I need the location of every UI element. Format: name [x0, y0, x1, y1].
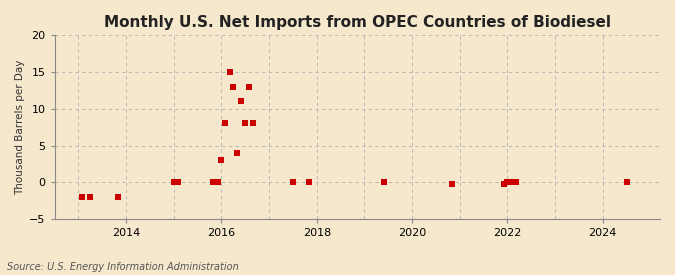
Y-axis label: Thousand Barrels per Day: Thousand Barrels per Day	[15, 59, 25, 195]
Point	[232, 151, 242, 155]
Point	[172, 180, 183, 185]
Point	[113, 195, 124, 199]
Point	[208, 180, 219, 185]
Point	[621, 180, 632, 185]
Point	[168, 180, 179, 185]
Point	[502, 180, 513, 185]
Point	[506, 180, 516, 185]
Point	[77, 195, 88, 199]
Point	[498, 182, 509, 187]
Point	[216, 158, 227, 163]
Point	[303, 180, 314, 185]
Text: Source: U.S. Energy Information Administration: Source: U.S. Energy Information Administ…	[7, 262, 238, 272]
Point	[510, 180, 521, 185]
Point	[288, 180, 298, 185]
Point	[224, 70, 235, 74]
Point	[220, 121, 231, 126]
Point	[236, 99, 247, 104]
Point	[240, 121, 250, 126]
Point	[379, 180, 390, 185]
Point	[446, 182, 457, 187]
Point	[228, 84, 239, 89]
Point	[248, 121, 259, 126]
Point	[212, 180, 223, 185]
Point	[85, 195, 96, 199]
Title: Monthly U.S. Net Imports from OPEC Countries of Biodiesel: Monthly U.S. Net Imports from OPEC Count…	[104, 15, 611, 30]
Point	[244, 84, 254, 89]
